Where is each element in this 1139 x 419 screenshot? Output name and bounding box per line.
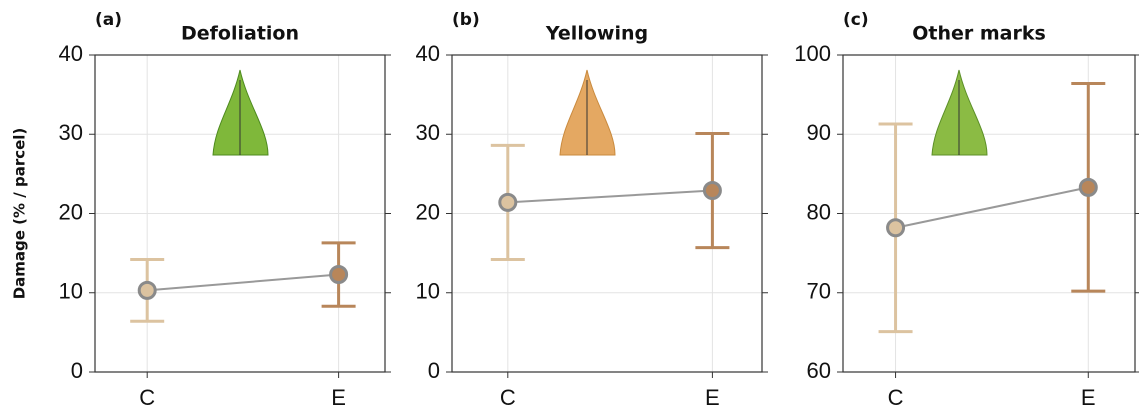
y-tick-label: 80 [807, 199, 831, 224]
y-tick-label: 40 [416, 41, 440, 66]
y-tick-label: 0 [71, 358, 83, 383]
point [137, 280, 157, 300]
x-tick-label: C [888, 385, 904, 410]
y-tick-label: 70 [807, 279, 831, 304]
x-tick-label: E [705, 385, 720, 410]
x-tick-label: C [139, 385, 155, 410]
point [702, 181, 722, 201]
y-tick-label: 60 [807, 358, 831, 383]
trend-line [147, 273, 339, 292]
y-tick-label: 100 [794, 41, 831, 66]
x-tick-label: C [500, 385, 516, 410]
panel-label: (b) [452, 10, 480, 30]
y-tick-label: 10 [59, 279, 83, 304]
trend-line [507, 189, 713, 204]
point [1078, 177, 1098, 197]
point [498, 192, 518, 212]
panel-title: Yellowing [545, 23, 648, 45]
y-tick-label: 0 [428, 358, 440, 383]
plot-frame [842, 54, 1136, 373]
y-tick-label: 90 [807, 120, 831, 145]
point [886, 218, 906, 238]
y-tick-label: 20 [416, 199, 440, 224]
trend-line [895, 186, 1089, 229]
x-tick-label: E [331, 385, 346, 410]
y-tick-label: 10 [416, 279, 440, 304]
y-tick-label: 40 [59, 41, 83, 66]
panel-label: (a) [95, 10, 122, 30]
panel-label: (c) [843, 10, 869, 30]
y-axis-label: Damage (% / parcel) [11, 128, 29, 300]
panel-title: Other marks [912, 23, 1046, 45]
y-tick-label: 30 [59, 120, 83, 145]
point [329, 265, 349, 285]
y-tick-label: 20 [59, 199, 83, 224]
plot-frame [94, 54, 386, 373]
plot-frame [451, 54, 763, 373]
x-tick-label: E [1081, 385, 1096, 410]
panel-title: Defoliation [181, 23, 299, 45]
y-tick-label: 30 [416, 120, 440, 145]
